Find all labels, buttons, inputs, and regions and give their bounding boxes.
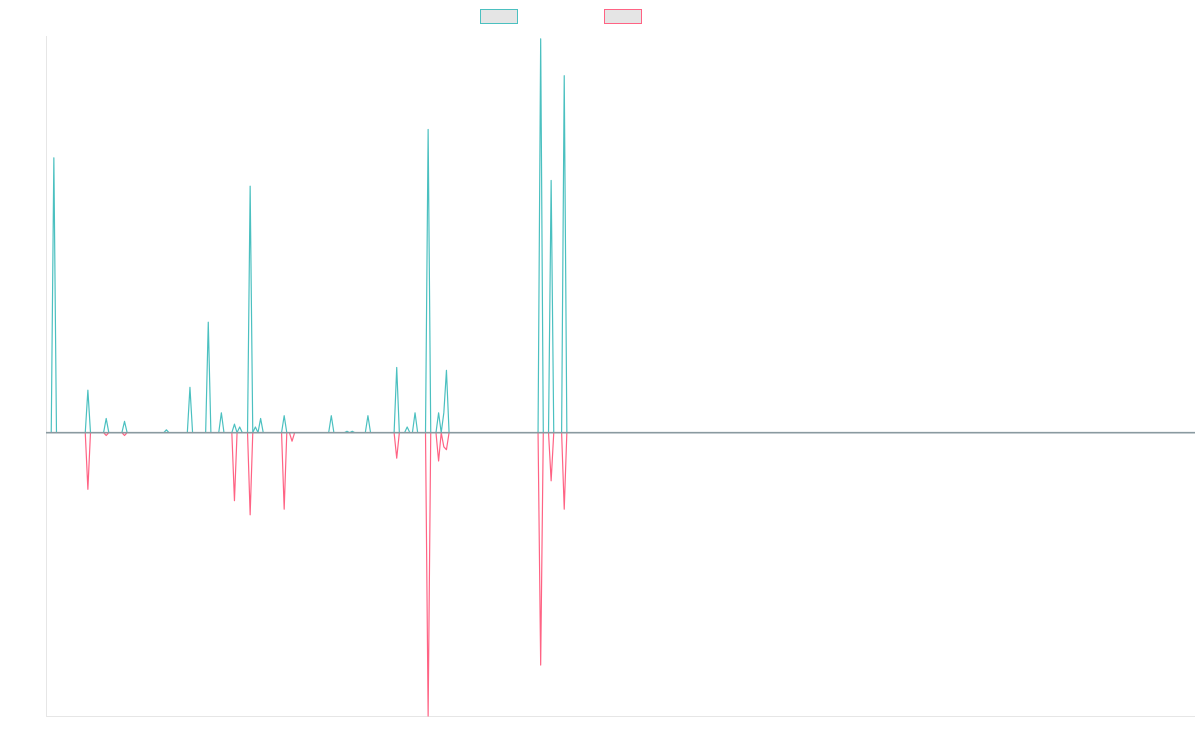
- legend-swatch-teal: [480, 9, 518, 24]
- legend: [0, 9, 1200, 27]
- series-layer: [46, 38, 1195, 717]
- series-line-1: [46, 432, 1195, 717]
- legend-item-pink[interactable]: [604, 9, 642, 24]
- legend-swatch-pink: [604, 9, 642, 24]
- series-line-0: [46, 38, 1195, 434]
- legend-item-teal[interactable]: [480, 9, 518, 24]
